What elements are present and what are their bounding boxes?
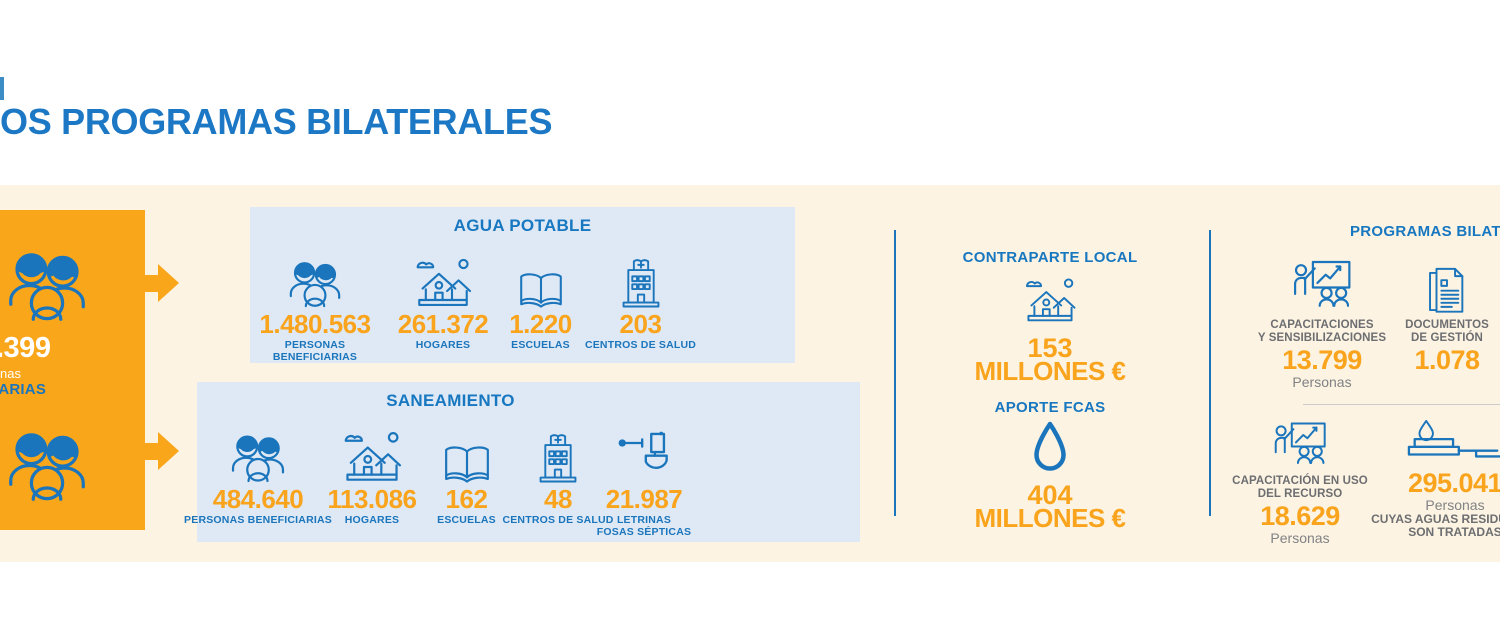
- people-group-icon: [289, 262, 341, 308]
- aguas-tratadas-label-line2: SON TRATADAS: [1408, 525, 1500, 539]
- capacitaciones-block: CAPACITACIONES Y SENSIBILIZACIONES 13.79…: [1252, 258, 1392, 390]
- stat-value: 203: [619, 309, 662, 339]
- stat-label: HOGARES: [415, 339, 471, 351]
- aguas-tratadas-sublabel: Personas: [1425, 497, 1485, 513]
- toilet-icon: [617, 431, 668, 469]
- contraparte-local-value: 153: [1027, 333, 1073, 363]
- aguas-tratadas-label-line1: CUYAS AGUAS RESIDUALES: [1371, 512, 1500, 526]
- stat-value: 162: [445, 484, 488, 514]
- capacitaciones-sublabel: Personas: [1292, 374, 1352, 390]
- stat-hogares: 261.372 HOGARES: [383, 253, 503, 352]
- stat-centros-salud: 48 CENTROS DE SALUD: [483, 426, 633, 527]
- summary-beneficiaries-fragment: IARIAS: [0, 381, 47, 398]
- capacitaciones-label-line2: Y SENSIBILIZACIONES: [1257, 331, 1387, 344]
- capacitacion-uso-label-line2: DEL RECURSO: [1257, 487, 1343, 500]
- beneficiaries-summary-card: .399 nas IARIAS: [0, 210, 145, 530]
- stat-label: ESCUELAS: [437, 514, 496, 526]
- stat-value: 261.372: [397, 309, 489, 339]
- stat-value: 21.987: [605, 484, 683, 514]
- aguas-tratadas-value: 295.041: [1407, 468, 1500, 498]
- capacitacion-uso-value: 18.629: [1260, 501, 1340, 531]
- stat-escuelas: 1.220 ESCUELAS: [493, 253, 588, 352]
- aporte-fcas-value: 404: [1027, 480, 1073, 510]
- documentos-label-line2: DE GESTIÓN: [1411, 331, 1483, 344]
- documentos-value: 1.078: [1414, 345, 1480, 375]
- documentos-label-line1: DOCUMENTOS: [1405, 319, 1489, 331]
- contraparte-local-title: CONTRAPARTE LOCAL: [962, 249, 1138, 266]
- water-drop-icon: [1032, 420, 1068, 474]
- stat-label-line1: LETRINAS: [616, 514, 672, 526]
- stat-label: PERSONAS BENEFICIARIAS: [184, 514, 332, 526]
- book-icon: [519, 273, 562, 308]
- stat-value: 1.220: [509, 309, 572, 339]
- capacitaciones-label-line1: CAPACITACIONES: [1270, 319, 1374, 331]
- page-title: OS PROGRAMAS BILATERALES: [0, 101, 553, 142]
- house-icon: [416, 258, 472, 306]
- training-icon: [1294, 260, 1351, 307]
- stat-label: CENTROS DE SALUD: [584, 339, 697, 351]
- saneamiento-title: SANEAMIENTO: [386, 391, 515, 410]
- horizontal-divider: [1303, 404, 1500, 405]
- people-group-icon: [9, 253, 85, 321]
- aporte-fcas-title: APORTE FCAS: [994, 399, 1106, 416]
- stat-label: HOGARES: [344, 514, 400, 526]
- stat-letrinas: 21.987 LETRINAS FOSAS SÉPTICAS: [569, 426, 719, 538]
- capacitacion-uso-block: CAPACITACIÓN EN USO DEL RECURSO 18.629 P…: [1225, 420, 1375, 546]
- documents-icon: [1429, 267, 1464, 313]
- house-icon: [344, 432, 402, 481]
- flow-arrow-icon: [143, 432, 179, 470]
- stat-personas-beneficiarias: 484.640 PERSONAS BENEFICIARIAS: [183, 426, 333, 527]
- stat-value: 1.480.563: [259, 309, 371, 339]
- stat-escuelas: 162 ESCUELAS: [419, 426, 514, 527]
- clipped-logo-fragment: [0, 77, 4, 100]
- capacitacion-uso-label-line1: CAPACITACIÓN EN USO: [1232, 475, 1368, 487]
- stat-label-line2: FOSAS SÉPTICAS: [596, 525, 692, 538]
- summary-label-fragment: nas: [0, 366, 21, 381]
- documentos-block: DOCUMENTOS DE GESTIÓN 1.078: [1377, 258, 1500, 374]
- stat-label: PERSONAS BENEFICIARIAS: [272, 339, 358, 363]
- summary-value-fragment: .399: [0, 332, 51, 364]
- stat-value: 48: [544, 484, 572, 514]
- agua-potable-title: AGUA POTABLE: [453, 216, 592, 235]
- stat-value: 113.086: [327, 484, 417, 514]
- stat-label: CENTROS DE SALUD: [502, 514, 614, 526]
- stat-value: 484.640: [212, 484, 304, 514]
- treatment-plant-icon: [1407, 419, 1500, 458]
- capacitaciones-value: 13.799: [1282, 345, 1362, 375]
- agua-potable-card: AGUA POTABLE 1.480.563 PERSONAS BENEFICI…: [250, 207, 795, 363]
- hospital-icon: [622, 259, 659, 308]
- house-icon: [1025, 278, 1076, 322]
- aporte-fcas-unit: MILLONES €: [974, 503, 1126, 533]
- stat-personas-beneficiarias: 1.480.563 PERSONAS BENEFICIARIAS: [245, 253, 385, 363]
- stat-centros-salud: 203 CENTROS DE SALUD: [573, 253, 708, 352]
- programas-bilaterales-title: PROGRAMAS BILATERALES: [1350, 223, 1500, 240]
- vertical-divider: [894, 230, 896, 516]
- flow-arrow-icon: [143, 264, 179, 302]
- stat-hogares: 113.086 HOGARES: [307, 426, 437, 527]
- saneamiento-card: SANEAMIENTO 484.640 PERSONAS BENEFICIARI…: [184, 382, 860, 542]
- capacitacion-uso-sublabel: Personas: [1270, 530, 1330, 546]
- people-group-icon: [9, 433, 85, 501]
- aguas-tratadas-block: 295.041 Personas CUYAS AGUAS RESIDUALES …: [1340, 418, 1500, 539]
- stat-label: ESCUELAS: [511, 339, 570, 351]
- training-icon: [1274, 422, 1326, 464]
- vertical-divider: [1209, 230, 1211, 516]
- contraparte-local-unit: MILLONES €: [974, 356, 1126, 386]
- people-group-icon: [231, 435, 285, 483]
